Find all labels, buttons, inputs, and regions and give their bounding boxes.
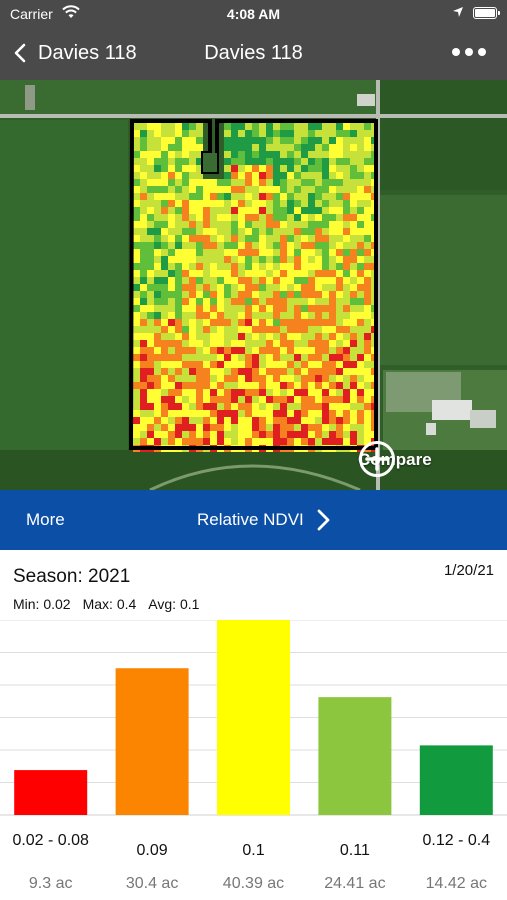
layer-bar: More Relative NDVI <box>0 490 507 550</box>
acreage-label: 24.41 ac <box>324 875 386 892</box>
dot-icon <box>452 48 460 56</box>
histogram-bar[interactable] <box>217 620 290 815</box>
histogram-bar[interactable] <box>115 668 189 815</box>
acreage-label: 9.3 ac <box>28 875 73 892</box>
carrier-label: Carrier <box>10 6 53 22</box>
histogram-bar[interactable] <box>14 770 88 815</box>
field-map[interactable]: Compare <box>0 80 507 490</box>
top-bar: Carrier 4:08 AM Davies 118 Davies 118 <box>0 0 507 80</box>
dot-icon <box>478 48 486 56</box>
category-label: 0.1 <box>242 842 265 859</box>
max-value: Max: 0.4 <box>82 596 137 612</box>
min-max-avg: Min: 0.02 Max: 0.4 Avg: 0.1 <box>13 596 199 612</box>
acreage-label: 40.39 ac <box>222 875 285 892</box>
layer-selector-button[interactable]: Relative NDVI <box>197 502 332 538</box>
min-value: Min: 0.02 <box>13 596 71 612</box>
chevron-left-icon <box>14 43 26 63</box>
histogram-bar[interactable] <box>318 697 392 815</box>
more-button[interactable]: More <box>26 510 65 529</box>
acreage-label: 30.4 ac <box>125 875 179 892</box>
back-button[interactable]: Davies 118 <box>10 38 137 68</box>
category-label: 0.02 - 0.08 <box>12 832 89 849</box>
histogram-plot <box>0 620 507 816</box>
ndvi-histogram: 0.02 - 0.08 9.3 ac 0.09 30.4 ac 0.1 40.39 ac 0… <box>0 620 507 900</box>
compare-button[interactable]: Compare <box>358 440 442 480</box>
layer-label: Relative NDVI <box>197 510 304 529</box>
season-stats: Season: 2021 1/20/21 Min: 0.02 Max: 0.4 … <box>0 550 507 620</box>
histogram-bar[interactable] <box>419 745 493 815</box>
category-label: 0.12 - 0.4 <box>422 832 491 849</box>
add-circle-icon <box>359 441 395 477</box>
back-button-label: Davies 118 <box>38 41 137 64</box>
chevron-right-icon <box>317 509 330 531</box>
avg-value: Avg: 0.1 <box>148 596 200 612</box>
season-label: Season: 2021 <box>13 566 131 587</box>
nav-bar: Davies 118 Davies 118 <box>0 30 507 76</box>
field-map-image <box>0 80 507 490</box>
wifi-icon <box>62 5 80 18</box>
dot-icon <box>465 48 473 56</box>
clock: 4:08 AM <box>226 6 281 22</box>
battery-icon <box>473 7 500 19</box>
more-options-button[interactable] <box>452 44 486 60</box>
location-arrow-icon <box>453 7 463 17</box>
image-date: 1/20/21 <box>443 562 494 579</box>
acreage-label: 14.42 ac <box>425 875 487 892</box>
status-bar: Carrier 4:08 AM <box>0 0 507 28</box>
category-label: 0.09 <box>136 842 168 859</box>
category-label: 0.11 <box>339 842 370 859</box>
